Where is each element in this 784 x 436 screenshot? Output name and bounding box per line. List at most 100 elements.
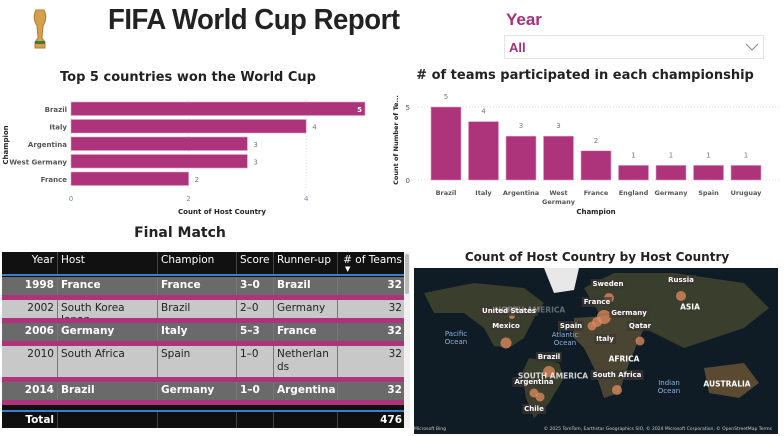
data-label: 4 (312, 124, 317, 132)
data-label: 3 (519, 122, 523, 130)
map-bubble[interactable] (535, 392, 545, 402)
bar[interactable] (70, 119, 307, 134)
world-map-background (424, 268, 769, 418)
table-total-row[interactable]: Total 476 (2, 410, 405, 428)
bar[interactable] (70, 101, 366, 116)
table-cell: France (274, 323, 338, 341)
table-cell: South Korea Japan (58, 300, 158, 318)
map-provider-logo: Microsoft Bing (414, 427, 446, 432)
x-tick-label: 2 (186, 195, 190, 203)
bar[interactable] (70, 171, 189, 186)
country-label: United States (480, 306, 538, 316)
table-header[interactable]: Year Host Champion Score Runner-up # of Teams… (2, 252, 405, 276)
country-label: Italy (594, 334, 616, 344)
table-cell: Argentina (274, 382, 338, 400)
top5-winners-bar-chart: 0 2 4 Brazil 5 Italy 4 Argentina 3 West Germany 3 F… (2, 100, 366, 216)
bar[interactable] (693, 165, 724, 181)
table-cell: Italy (158, 323, 237, 341)
data-label: 1 (706, 151, 710, 159)
bar[interactable] (580, 150, 612, 181)
row-separator (2, 377, 405, 382)
row-separator (2, 341, 405, 346)
map-bubble[interactable] (509, 313, 515, 319)
bar[interactable] (468, 121, 499, 181)
map-bubble[interactable] (635, 336, 645, 346)
map-attribution[interactable]: © 2025 TomTom, Earthstar Geographics SIO… (543, 427, 772, 432)
table-cell: Brazil (158, 300, 237, 318)
country-label: Spain (557, 321, 585, 331)
table-cell: 476 (380, 414, 402, 426)
column-header[interactable]: # of Teams (343, 254, 402, 266)
table-cell: 32 (388, 302, 402, 314)
category-label: Germany (542, 198, 576, 206)
map-bubble[interactable] (592, 317, 602, 327)
table-cell: Spain (158, 346, 237, 377)
country-label: Germany (609, 308, 649, 318)
year-dropdown[interactable]: All (504, 35, 764, 59)
data-label: 1 (669, 151, 673, 159)
map-title: Count of Host Country by Host Country (464, 250, 730, 264)
category-label: Italy (475, 189, 492, 197)
x-tick-label: 0 (69, 195, 73, 203)
column-header[interactable]: Host (58, 252, 158, 274)
table-row[interactable]: 1998 France France 3–0 Brazil 32 (2, 277, 405, 295)
bar[interactable] (70, 154, 248, 169)
map-bubble[interactable] (529, 388, 539, 398)
map-bubble[interactable] (587, 321, 597, 331)
ocean-label: Indian Ocean (657, 379, 681, 395)
category-label: Spain (698, 189, 719, 197)
bar[interactable] (70, 136, 248, 151)
column-header[interactable]: Champion (158, 252, 237, 274)
country-label: Sweden (590, 279, 626, 289)
data-label: 1 (744, 151, 748, 159)
sort-descending-icon[interactable]: ▼ (345, 265, 351, 273)
scrollbar-thumb[interactable] (405, 254, 409, 294)
table-cell: South Africa (58, 346, 158, 377)
table-cell: 32 (387, 384, 402, 396)
table-cell: Brazil (274, 277, 338, 295)
table-cell: Netherlands (274, 346, 338, 377)
column-header[interactable]: Year (2, 252, 58, 274)
continent-label: AUSTRALIA (703, 379, 751, 389)
country-label: Qatar (626, 321, 654, 331)
bar[interactable] (618, 165, 649, 181)
category-label: Germany (655, 189, 689, 197)
table-row[interactable]: 2010 South Africa Spain 1–0 Netherlands 32 (2, 346, 405, 377)
category-label: Italy (49, 124, 67, 132)
bar[interactable] (543, 135, 574, 181)
category-label: Argentina (28, 141, 67, 149)
bar[interactable] (505, 135, 537, 181)
map-bubble[interactable] (500, 337, 512, 349)
map-bubble[interactable] (676, 291, 686, 301)
row-separator (2, 318, 405, 323)
country-label: Argentina (512, 377, 556, 387)
y-axis-title: Count of Number of Te... (392, 95, 400, 185)
column-header[interactable]: Score (237, 252, 274, 274)
row-separator (2, 295, 405, 300)
map-bubble[interactable] (612, 385, 622, 395)
table-scrollbar[interactable] (404, 252, 410, 428)
continent-label: NORTH AMERICA (494, 305, 566, 315)
continent-label: SOUTH AMERICA (517, 371, 589, 381)
category-label: France (584, 189, 609, 197)
table-cell (58, 412, 158, 428)
category-label: England (619, 189, 649, 197)
table-row[interactable]: 2006 Germany Italy 5–3 France 32 (2, 323, 405, 341)
column-header[interactable]: Runner-up (274, 252, 338, 274)
table-row[interactable]: 2014 Brazil Germany 1–0 Argentina 32 (2, 382, 405, 400)
data-label: 3 (253, 159, 257, 167)
year-filter-label: Year (506, 10, 542, 29)
table-cell: 3–0 (237, 277, 274, 295)
bar[interactable] (730, 165, 762, 181)
map-bubble[interactable] (543, 366, 555, 378)
bar[interactable] (655, 165, 687, 181)
x-tick-label: 4 (304, 195, 309, 203)
data-label: 4 (481, 108, 486, 116)
final-match-table: Year Host Champion Score Runner-up # of Teams… (2, 252, 405, 428)
bar[interactable] (430, 106, 462, 181)
table-cell: 2010 (2, 346, 58, 377)
y-axis-title: Champion (2, 125, 10, 164)
table-cell: 1998 (2, 277, 58, 295)
host-country-map[interactable]: Russia Sweden France United States Germany Me… (414, 268, 778, 434)
